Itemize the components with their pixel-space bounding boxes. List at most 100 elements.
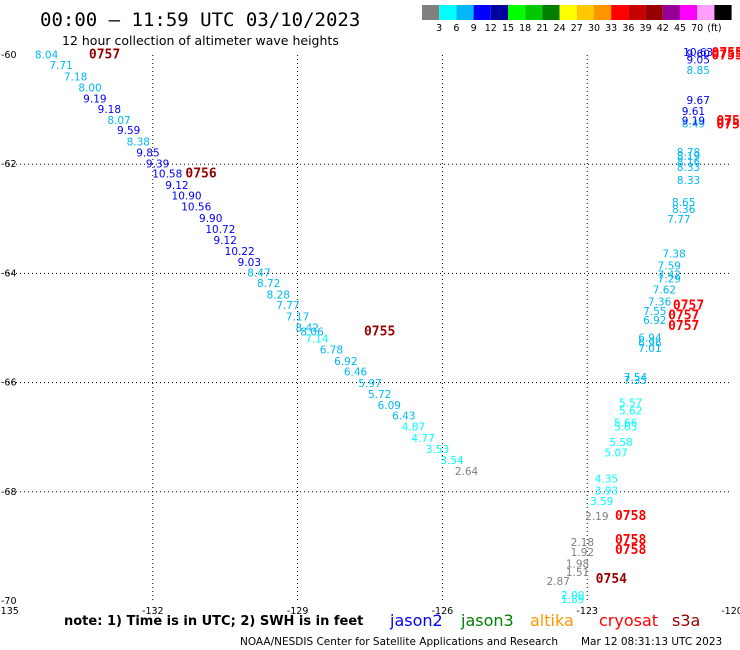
swh-value-label: 9.39 <box>146 158 169 170</box>
satellite-legend: jason2 jason3 altika cryosat s3a <box>389 611 700 630</box>
colorbar-label: 24 <box>554 23 566 34</box>
colorbar-swatch <box>628 5 646 20</box>
swh-value-label: 1.89 <box>561 594 584 606</box>
swh-value-label: 3.54 <box>440 455 464 467</box>
time-label: 0756 <box>716 114 740 129</box>
swh-value-label: 7.71 <box>49 60 72 72</box>
swh-value-label: 8.06 <box>300 327 324 339</box>
swh-value-label: 9.12 <box>165 180 188 192</box>
swh-value-label: 7.17 <box>286 311 309 323</box>
colorbar-label: 12 <box>485 23 497 34</box>
swh-value-label: 9.90 <box>199 213 222 225</box>
swh-value-label: 5.72 <box>368 389 391 401</box>
swh-value-label: 10.22 <box>225 246 255 258</box>
swh-value-label: 7.35 <box>624 375 647 387</box>
colorbar-swatch <box>576 5 594 20</box>
swh-value-label: 8.19 <box>677 151 700 163</box>
swh-value-label: 7.55 <box>643 306 666 318</box>
swh-value-label: 8.49 <box>682 119 705 131</box>
legend-item-s3a: s3a <box>672 611 700 630</box>
swh-value-label: 9.67 <box>687 95 710 107</box>
swh-value-label: 9.03 <box>238 257 261 269</box>
colorbar-label: 9 <box>471 23 477 34</box>
swh-value-label: 9.61 <box>682 106 705 118</box>
swh-value-label: 6.46 <box>344 367 368 379</box>
colorbar-label: 36 <box>622 23 634 34</box>
swh-value-label: 3.59 <box>590 496 613 508</box>
swh-value-label: 7.54 <box>624 372 648 384</box>
swh-value-label: 7.18 <box>64 72 87 84</box>
swh-value-label: 1.98 <box>566 559 589 571</box>
swh-value-label: 8.72 <box>257 278 280 290</box>
x-tick-label: -129 <box>287 606 309 617</box>
swh-value-label: 1.92 <box>571 547 594 559</box>
colorbar-label: 3 <box>436 23 442 34</box>
colorbar-label: 33 <box>605 23 617 34</box>
swh-value-label: 5.58 <box>609 437 632 449</box>
colorbar-label: 21 <box>536 23 548 34</box>
swh-value-label: 7.77 <box>667 214 690 226</box>
swh-value-label: 5.62 <box>619 405 642 417</box>
axis-ticks: -135 -132 -129 -126 -123 -120 -60 -62 -64 -66 -68 -… <box>0 50 740 617</box>
swh-value-label: 8.38 <box>127 137 150 149</box>
swh-value-label: 5.07 <box>604 447 627 459</box>
colorbar-label: 70 <box>691 23 703 34</box>
swh-value-label: 7.36 <box>648 297 672 309</box>
swh-value-label: 6.43 <box>392 411 415 423</box>
y-tick-label: -70 <box>1 596 17 607</box>
swh-value-label: 8.36 <box>672 204 696 216</box>
time-label: 0755 <box>712 46 740 61</box>
x-tick-label: -132 <box>142 606 164 617</box>
y-tick-label: -64 <box>1 268 17 279</box>
swh-value-label: 5.97 <box>358 378 381 390</box>
y-tick-label: -66 <box>1 378 17 389</box>
swh-value-label: 10.58 <box>152 168 182 180</box>
note-text: note: 1) Time is in UTC; 2) SWH is in fe… <box>64 614 363 629</box>
swh-value-label: 7.38 <box>662 249 685 261</box>
time-label: 0757 <box>89 47 120 62</box>
swh-value-label: 4.87 <box>402 422 425 434</box>
legend-item-altika: altika <box>530 611 574 630</box>
colorbar-label: 30 <box>588 23 600 34</box>
track-west: 8.047.717.188.009.199.188.079.598.389.85… <box>35 47 479 478</box>
swh-value-label: 8.04 <box>35 49 59 61</box>
swh-value-label: 2.19 <box>585 511 608 523</box>
swh-value-label: 8.47 <box>247 268 270 280</box>
swh-value-label: 3.93 <box>595 486 618 498</box>
colorbar-label: 27 <box>571 23 583 34</box>
swh-value-label: 6.09 <box>378 400 401 412</box>
swh-value-label: 8.85 <box>687 65 710 77</box>
swh-value-label: 7.77 <box>276 300 299 312</box>
colorbar-swatch <box>542 5 560 20</box>
legend-item-jason3: jason3 <box>460 611 514 630</box>
swh-value-label: 4.35 <box>595 474 618 486</box>
time-label: 0758 <box>615 509 646 524</box>
colorbar-swatch <box>422 5 440 20</box>
swh-value-label: 8.78 <box>677 147 700 159</box>
swh-value-label: 5.66 <box>614 417 638 429</box>
swh-value-label: 9.05 <box>687 55 710 67</box>
swh-value-label: 2.64 <box>455 466 479 478</box>
legend-item-jason2: jason2 <box>389 611 443 630</box>
colorbar-swatch <box>645 5 663 20</box>
plot-grid <box>8 55 732 601</box>
x-tick-label: -126 <box>432 606 454 617</box>
swh-value-label: 9.85 <box>136 148 159 160</box>
colorbar-swatch <box>525 5 543 20</box>
colorbar-label: 18 <box>519 23 531 34</box>
color-scale-bar: 3 6 9 12 15 18 21 24 27 30 33 36 39 42 45 70 (ft) <box>422 5 732 34</box>
swh-value-label: 2.00 <box>561 590 584 602</box>
swh-value-label: 10.90 <box>172 191 202 203</box>
swh-value-label: 7.59 <box>658 261 681 273</box>
swh-value-label: 7.29 <box>658 274 681 286</box>
swh-value-label: 8.28 <box>267 290 290 302</box>
colorbar-label: (ft) <box>707 23 721 34</box>
swh-value-label: 2.18 <box>571 537 594 549</box>
colorbar-label: 15 <box>502 23 514 34</box>
swh-value-label: 8.33 <box>677 175 700 187</box>
swh-value-label: 10.72 <box>205 224 235 236</box>
y-tick-label: -68 <box>1 487 17 498</box>
swh-value-label: 5.63 <box>614 422 637 434</box>
time-label: 0757 <box>673 298 704 313</box>
